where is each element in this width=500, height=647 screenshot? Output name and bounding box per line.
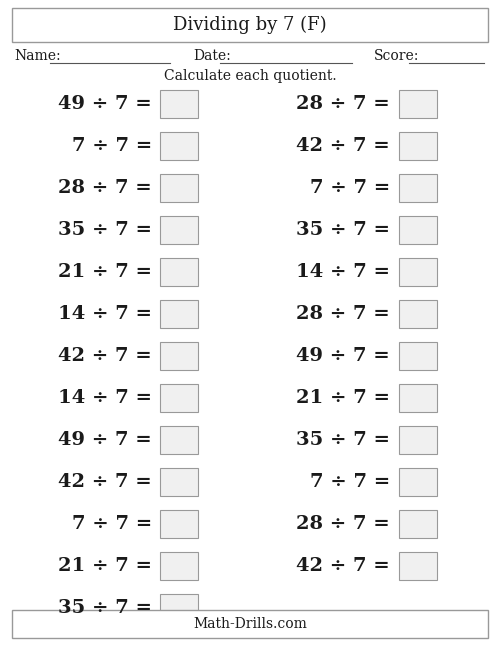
FancyBboxPatch shape: [399, 342, 437, 370]
FancyBboxPatch shape: [160, 342, 198, 370]
Text: 21 ÷ 7 =: 21 ÷ 7 =: [58, 263, 152, 281]
Text: Calculate each quotient.: Calculate each quotient.: [164, 69, 336, 83]
Text: 14 ÷ 7 =: 14 ÷ 7 =: [58, 305, 152, 323]
FancyBboxPatch shape: [160, 258, 198, 286]
Text: 28 ÷ 7 =: 28 ÷ 7 =: [296, 515, 390, 533]
Text: 49 ÷ 7 =: 49 ÷ 7 =: [58, 431, 152, 449]
FancyBboxPatch shape: [160, 552, 198, 580]
Text: 7 ÷ 7 =: 7 ÷ 7 =: [310, 179, 390, 197]
FancyBboxPatch shape: [160, 510, 198, 538]
Text: 28 ÷ 7 =: 28 ÷ 7 =: [58, 179, 152, 197]
FancyBboxPatch shape: [160, 384, 198, 412]
Text: 7 ÷ 7 =: 7 ÷ 7 =: [72, 515, 152, 533]
Text: 49 ÷ 7 =: 49 ÷ 7 =: [296, 347, 390, 365]
Text: 42 ÷ 7 =: 42 ÷ 7 =: [58, 347, 152, 365]
FancyBboxPatch shape: [160, 216, 198, 244]
FancyBboxPatch shape: [399, 426, 437, 454]
Text: 42 ÷ 7 =: 42 ÷ 7 =: [58, 473, 152, 491]
Text: Name:: Name:: [14, 49, 60, 63]
FancyBboxPatch shape: [160, 426, 198, 454]
Text: 21 ÷ 7 =: 21 ÷ 7 =: [58, 557, 152, 575]
Text: 21 ÷ 7 =: 21 ÷ 7 =: [296, 389, 390, 407]
Text: Dividing by 7 (F): Dividing by 7 (F): [173, 16, 327, 34]
FancyBboxPatch shape: [160, 90, 198, 118]
Text: 14 ÷ 7 =: 14 ÷ 7 =: [296, 263, 390, 281]
Text: 7 ÷ 7 =: 7 ÷ 7 =: [310, 473, 390, 491]
Text: 7 ÷ 7 =: 7 ÷ 7 =: [72, 137, 152, 155]
Text: Math-Drills.com: Math-Drills.com: [193, 617, 307, 631]
Text: 35 ÷ 7 =: 35 ÷ 7 =: [296, 431, 390, 449]
Text: 14 ÷ 7 =: 14 ÷ 7 =: [58, 389, 152, 407]
FancyBboxPatch shape: [12, 8, 488, 42]
Text: 28 ÷ 7 =: 28 ÷ 7 =: [296, 95, 390, 113]
FancyBboxPatch shape: [160, 468, 198, 496]
FancyBboxPatch shape: [399, 510, 437, 538]
FancyBboxPatch shape: [399, 174, 437, 202]
Text: Score:: Score:: [374, 49, 420, 63]
FancyBboxPatch shape: [399, 300, 437, 328]
Text: 28 ÷ 7 =: 28 ÷ 7 =: [296, 305, 390, 323]
FancyBboxPatch shape: [160, 174, 198, 202]
Text: 35 ÷ 7 =: 35 ÷ 7 =: [58, 221, 152, 239]
Text: 42 ÷ 7 =: 42 ÷ 7 =: [296, 137, 390, 155]
FancyBboxPatch shape: [399, 132, 437, 160]
FancyBboxPatch shape: [399, 90, 437, 118]
FancyBboxPatch shape: [399, 258, 437, 286]
FancyBboxPatch shape: [160, 132, 198, 160]
FancyBboxPatch shape: [160, 594, 198, 622]
Text: 49 ÷ 7 =: 49 ÷ 7 =: [58, 95, 152, 113]
FancyBboxPatch shape: [399, 216, 437, 244]
FancyBboxPatch shape: [12, 610, 488, 638]
FancyBboxPatch shape: [399, 552, 437, 580]
FancyBboxPatch shape: [399, 384, 437, 412]
FancyBboxPatch shape: [399, 468, 437, 496]
Text: 42 ÷ 7 =: 42 ÷ 7 =: [296, 557, 390, 575]
Text: Date:: Date:: [193, 49, 231, 63]
Text: 35 ÷ 7 =: 35 ÷ 7 =: [58, 599, 152, 617]
FancyBboxPatch shape: [160, 300, 198, 328]
Text: 35 ÷ 7 =: 35 ÷ 7 =: [296, 221, 390, 239]
